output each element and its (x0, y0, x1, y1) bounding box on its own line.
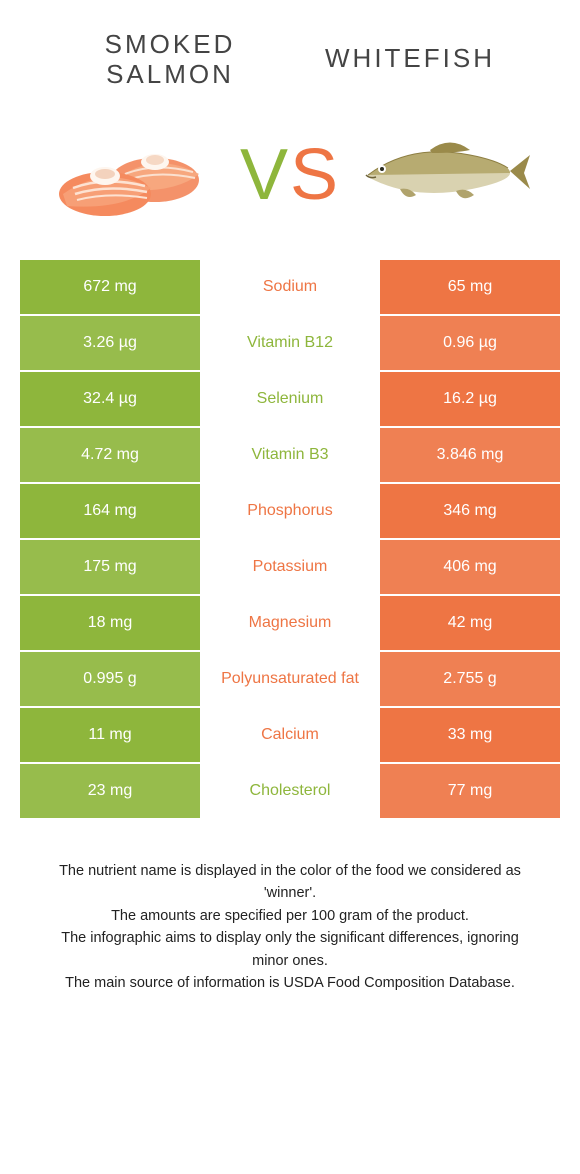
right-title-text: Whitefish (290, 44, 530, 74)
nutrient-name: Cholesterol (200, 764, 380, 820)
table-row: 175 mgPotassium406 mg (20, 540, 560, 596)
right-value: 16.2 µg (380, 372, 560, 428)
table-row: 672 mgSodium65 mg (20, 260, 560, 316)
table-row: 164 mgPhosphorus346 mg (20, 484, 560, 540)
footnote-line: The main source of information is USDA F… (50, 972, 530, 994)
table-row: 18 mgMagnesium42 mg (20, 596, 560, 652)
right-value: 65 mg (380, 260, 560, 316)
infographic-root: Smoked salmon Whitefish (0, 0, 580, 1015)
vs-row: V S (20, 110, 560, 260)
nutrient-name: Magnesium (200, 596, 380, 652)
nutrient-name: Polyunsaturated fat (200, 652, 380, 708)
left-title-text: Smoked salmon (50, 30, 290, 90)
nutrient-name: Potassium (200, 540, 380, 596)
left-value: 11 mg (20, 708, 200, 764)
left-value: 23 mg (20, 764, 200, 820)
nutrient-name: Phosphorus (200, 484, 380, 540)
footnotes: The nutrient name is displayed in the co… (20, 820, 560, 1005)
nutrient-name: Sodium (200, 260, 380, 316)
left-value: 18 mg (20, 596, 200, 652)
vs-label: V S (240, 139, 340, 211)
left-value: 175 mg (20, 540, 200, 596)
left-value: 4.72 mg (20, 428, 200, 484)
left-value: 32.4 µg (20, 372, 200, 428)
right-value: 42 mg (380, 596, 560, 652)
right-value: 2.755 g (380, 652, 560, 708)
nutrient-name: Vitamin B12 (200, 316, 380, 372)
nutrient-name: Calcium (200, 708, 380, 764)
footnote-line: The infographic aims to display only the… (50, 927, 530, 972)
whitefish-icon (360, 135, 530, 215)
left-food-image (30, 120, 240, 230)
left-value: 164 mg (20, 484, 200, 540)
vs-s: S (290, 139, 340, 211)
right-value: 346 mg (380, 484, 560, 540)
nutrient-name: Selenium (200, 372, 380, 428)
right-value: 33 mg (380, 708, 560, 764)
footnote-line: The nutrient name is displayed in the co… (50, 860, 530, 905)
table-row: 11 mgCalcium33 mg (20, 708, 560, 764)
right-food-title: Whitefish (290, 30, 530, 74)
table-row: 23 mgCholesterol77 mg (20, 764, 560, 820)
table-row: 3.26 µgVitamin B120.96 µg (20, 316, 560, 372)
vs-v: V (240, 139, 290, 211)
nutrient-name: Vitamin B3 (200, 428, 380, 484)
comparison-table: 672 mgSodium65 mg3.26 µgVitamin B120.96 … (20, 260, 560, 820)
right-food-image (340, 120, 550, 230)
left-value: 0.995 g (20, 652, 200, 708)
table-row: 0.995 gPolyunsaturated fat2.755 g (20, 652, 560, 708)
right-value: 0.96 µg (380, 316, 560, 372)
right-value: 77 mg (380, 764, 560, 820)
table-row: 4.72 mgVitamin B33.846 mg (20, 428, 560, 484)
footnote-line: The amounts are specified per 100 gram o… (50, 905, 530, 927)
left-value: 672 mg (20, 260, 200, 316)
salmon-icon (55, 130, 215, 220)
header: Smoked salmon Whitefish (20, 20, 560, 110)
table-row: 32.4 µgSelenium16.2 µg (20, 372, 560, 428)
left-value: 3.26 µg (20, 316, 200, 372)
left-food-title: Smoked salmon (50, 30, 290, 90)
right-value: 406 mg (380, 540, 560, 596)
right-value: 3.846 mg (380, 428, 560, 484)
